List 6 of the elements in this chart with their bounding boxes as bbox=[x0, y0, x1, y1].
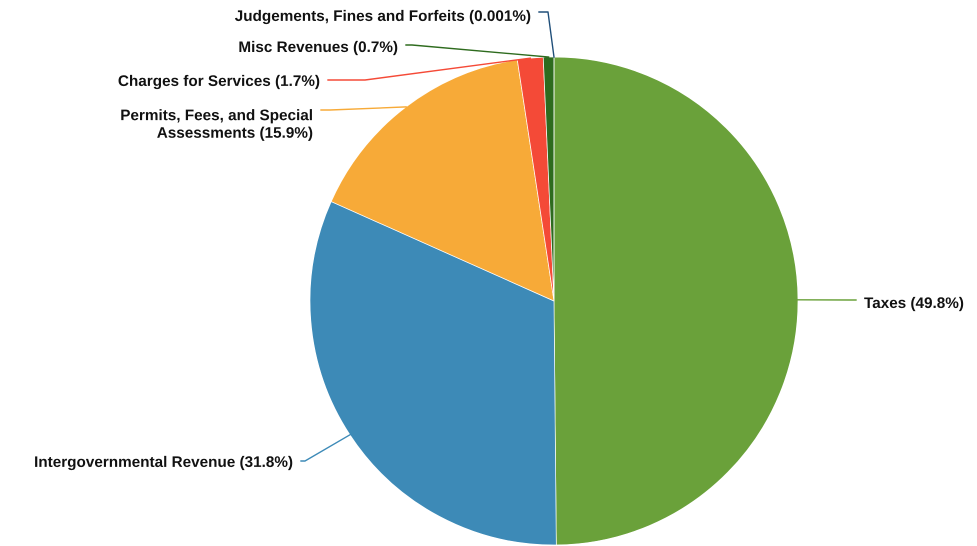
slice-label: Judgements, Fines and Forfeits (0.001%) bbox=[234, 10, 530, 24]
slice-label: Charges for Services (1.7%) bbox=[118, 74, 320, 90]
slice-label: Misc Revenues (0.7%) bbox=[239, 40, 398, 56]
slice-label: Taxes (49.8%) bbox=[864, 296, 964, 312]
slice-label: Permits, Fees, and Special Assessments (15.9%) bbox=[121, 109, 312, 141]
slice-label: Intergovernmental Revenue (31.8%) bbox=[35, 456, 292, 470]
